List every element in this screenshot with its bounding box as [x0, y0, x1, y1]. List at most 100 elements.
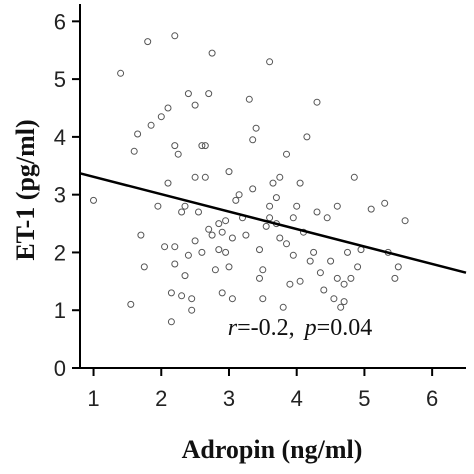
data-point [381, 199, 389, 207]
y-tick-label: 5 [54, 67, 66, 92]
data-point [344, 248, 351, 256]
data-point [208, 49, 216, 57]
data-point [293, 202, 301, 210]
data-point [259, 266, 267, 274]
data-point [127, 300, 135, 308]
data-point [283, 240, 290, 248]
data-point [327, 257, 335, 265]
data-point [323, 214, 331, 222]
data-point [256, 274, 263, 282]
data-point [283, 150, 290, 158]
y-ticks: 0 1 2 3 4 5 6 [54, 9, 80, 381]
data-point [181, 202, 189, 210]
regression-line [79, 172, 467, 274]
x-tick-label: 3 [223, 386, 235, 411]
data-point [201, 142, 209, 150]
data-point [357, 246, 365, 254]
data-point [184, 251, 192, 259]
data-point [195, 208, 202, 216]
data-point [198, 142, 206, 150]
data-points [90, 32, 409, 326]
data-point [171, 260, 179, 268]
data-point [201, 173, 209, 181]
p-symbol: p [303, 315, 317, 341]
data-point [191, 237, 199, 245]
x-ticks: 1 2 3 4 5 6 [87, 368, 438, 411]
data-point [228, 234, 236, 242]
data-point [164, 179, 172, 187]
data-point [157, 113, 165, 121]
correlation-annotation: r=-0.2, p=0.04 [228, 315, 372, 341]
data-point [117, 69, 125, 77]
data-point [256, 246, 263, 254]
data-point [130, 147, 138, 155]
data-point [296, 277, 304, 285]
y-tick-label: 6 [54, 9, 66, 34]
data-point [140, 263, 148, 271]
data-point [178, 292, 186, 300]
data-point [205, 90, 213, 98]
y-tick-label: 3 [54, 183, 66, 208]
x-tick-label: 6 [426, 386, 438, 411]
data-point [320, 286, 328, 294]
data-point [205, 225, 213, 233]
data-point [178, 208, 186, 216]
data-point [296, 179, 304, 187]
data-point [266, 58, 274, 66]
data-point [350, 173, 358, 181]
data-point [167, 289, 175, 297]
x-tick-label: 1 [87, 386, 99, 411]
data-point [306, 257, 314, 265]
data-point [242, 231, 250, 239]
data-point [252, 124, 260, 132]
data-point [90, 196, 97, 204]
data-point [235, 191, 243, 199]
data-point [266, 202, 274, 210]
y-tick-label: 0 [54, 356, 66, 381]
data-point [208, 231, 216, 239]
data-point [249, 136, 257, 144]
data-point [232, 196, 240, 204]
data-point [367, 205, 375, 213]
y-tick-label: 4 [54, 125, 66, 150]
data-point [269, 179, 277, 187]
data-point [286, 280, 294, 288]
data-point [191, 101, 199, 109]
data-point [354, 263, 362, 271]
data-point [198, 248, 206, 256]
x-axis-title: Adropin (ng/ml) [182, 435, 363, 464]
data-point [276, 173, 284, 181]
data-point [171, 32, 179, 40]
data-point [144, 38, 152, 46]
data-point [181, 272, 189, 280]
data-point [215, 246, 223, 254]
data-point [337, 303, 345, 311]
data-point [222, 248, 230, 256]
data-point [161, 243, 169, 251]
data-point [167, 318, 175, 326]
data-point [289, 214, 297, 222]
data-point [289, 251, 297, 259]
data-point [313, 98, 321, 106]
data-point [394, 263, 402, 271]
data-point [164, 104, 172, 112]
y-axis-title: ET-1 (pg/ml) [11, 119, 40, 260]
data-point [184, 90, 192, 98]
data-point [316, 269, 324, 277]
data-point [134, 130, 142, 138]
data-point [171, 243, 179, 251]
data-point [340, 298, 348, 306]
y-tick-label: 1 [54, 298, 66, 323]
data-point [218, 228, 226, 236]
data-point [391, 274, 399, 282]
data-point [276, 234, 284, 242]
data-point [171, 142, 179, 150]
data-point [347, 274, 355, 282]
data-point [188, 306, 196, 314]
data-point [211, 266, 219, 274]
data-point [279, 303, 287, 311]
data-point [266, 214, 274, 222]
data-point [272, 194, 280, 202]
r-symbol: r [228, 315, 238, 341]
